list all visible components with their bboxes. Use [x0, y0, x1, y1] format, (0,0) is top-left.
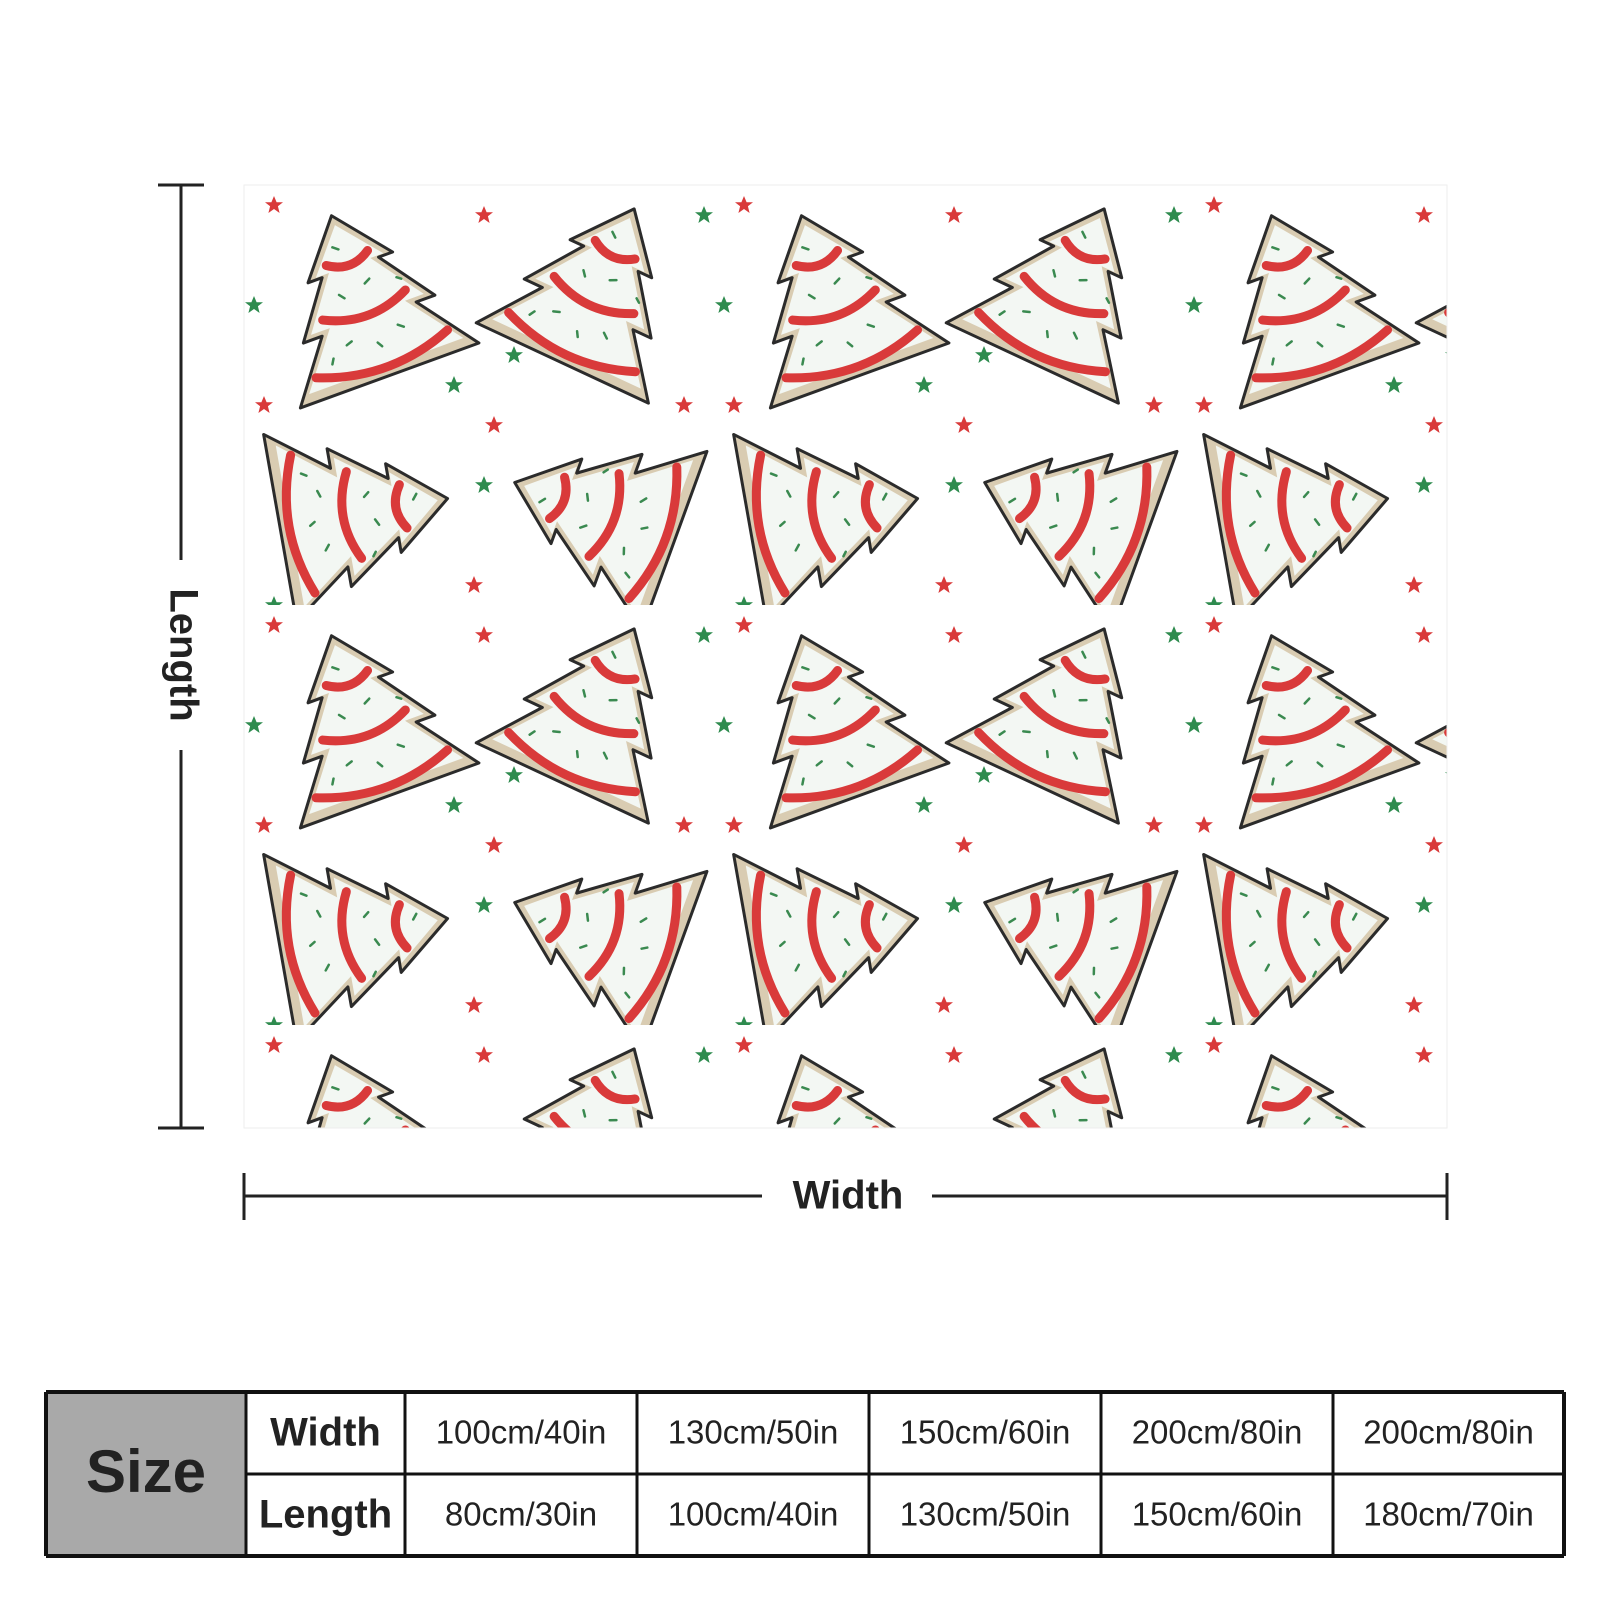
size-table: Size Width 100cm/40in 130cm/50in 150cm/60in… [44, 1390, 1566, 1558]
size-value: 150cm/60in [900, 1414, 1071, 1451]
length-dimension [158, 183, 204, 1130]
size-value: 200cm/80in [1132, 1414, 1303, 1451]
length-label: Length [161, 588, 205, 721]
size-value: 100cm/40in [668, 1496, 839, 1533]
row-header: Length [259, 1493, 392, 1537]
size-value: 80cm/30in [445, 1496, 597, 1533]
size-value: 130cm/50in [900, 1496, 1071, 1533]
size-label: Size [86, 1438, 206, 1505]
size-value: 150cm/60in [1132, 1496, 1303, 1533]
width-label: Width [793, 1174, 904, 1218]
size-value: 180cm/70in [1363, 1496, 1534, 1533]
size-cell [46, 1392, 246, 1556]
size-value: 100cm/40in [436, 1414, 607, 1451]
row-header: Width [270, 1411, 381, 1455]
width-dimension [242, 1173, 1449, 1220]
size-value: 130cm/50in [668, 1414, 839, 1451]
blanket-preview [243, 184, 1448, 1129]
size-value: 200cm/80in [1363, 1414, 1534, 1451]
